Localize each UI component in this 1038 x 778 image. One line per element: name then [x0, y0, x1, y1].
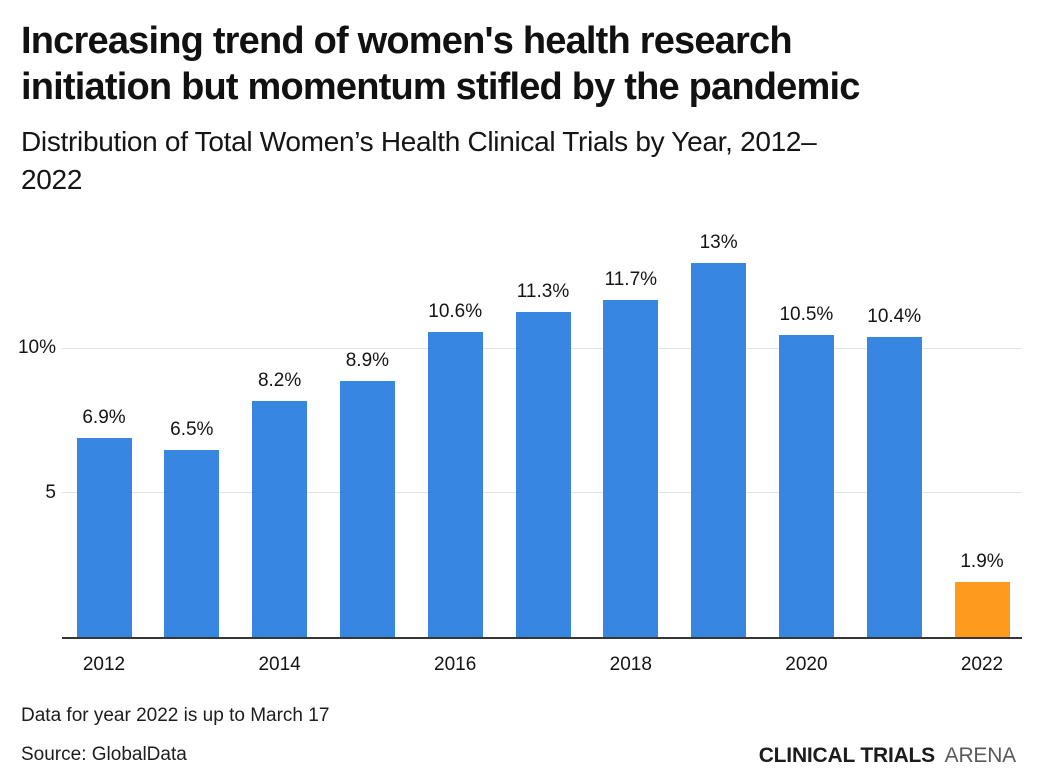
bar-value-label-2018: 11.7% — [604, 269, 658, 291]
bar-value-label-2013: 6.5% — [170, 418, 214, 440]
bar-2012 — [76, 438, 132, 637]
bar-value-label-2014: 8.2% — [257, 369, 302, 391]
chart-source: Source: GlobalData — [21, 744, 187, 765]
bar-value-label-2020: 10.5% — [779, 303, 834, 325]
publisher-logo-light-text: ARENA — [944, 744, 1017, 767]
bar-2018 — [603, 300, 659, 637]
bar-2016 — [427, 331, 483, 637]
x-axis-tick-2020: 2020 — [785, 654, 828, 675]
x-axis-tick-2022: 2022 — [960, 654, 1004, 675]
bar-value-label-2017: 11.3% — [516, 280, 570, 302]
bar-2021 — [866, 337, 922, 637]
bar-2020 — [778, 334, 834, 637]
bar-value-label-2016: 10.6% — [428, 300, 483, 322]
publisher-logo-bold-text: CLINICAL TRIALS — [758, 744, 935, 767]
bar-value-label-2012: 6.9% — [82, 407, 126, 429]
bar-2014 — [252, 400, 308, 637]
bar-2022 — [954, 582, 1010, 637]
bar-2019 — [691, 262, 747, 637]
x-axis-tick-2018: 2018 — [609, 654, 652, 675]
bar-2017 — [515, 311, 571, 637]
chart-header: Increasing trend of women's health resea… — [21, 18, 1021, 199]
y-axis-tick-10: 10% — [17, 337, 56, 358]
x-axis-tick-2016: 2016 — [434, 654, 477, 675]
publisher-logo: CLINICAL TRIALS ARENA — [759, 744, 1016, 768]
x-axis-tick-2014: 2014 — [258, 654, 301, 675]
chart-title: Increasing trend of women's health resea… — [21, 20, 860, 109]
y-axis-tick-5: 5 — [45, 482, 56, 503]
bar-2013 — [164, 449, 220, 637]
plot-area: 6.9% 6.5% 8.2% 8.9% 10.6% 11.3% 11.7% 13% 10.5% 1… — [62, 230, 1022, 639]
x-axis: 2012 2014 2016 2018 2020 2022 — [62, 653, 1022, 679]
x-axis-tick-2012: 2012 — [82, 654, 126, 675]
bar-value-label-2015: 8.9% — [345, 349, 390, 371]
chart-subtitle: Distribution of Total Women’s Health Cli… — [21, 125, 817, 195]
bar-2015 — [339, 380, 395, 637]
chart-note: Data for year 2022 is up to March 17 — [21, 705, 330, 726]
bar-value-label-2021: 10.4% — [867, 306, 922, 328]
bar-value-label-2022: 1.9% — [960, 551, 1004, 573]
bar-value-label-2019: 13% — [699, 231, 738, 253]
